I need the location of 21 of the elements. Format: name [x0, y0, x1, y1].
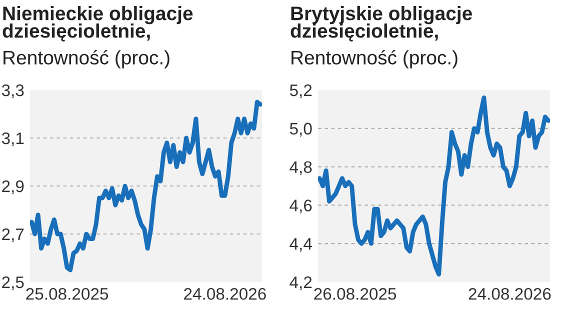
line-series — [30, 100, 262, 272]
x-tick-label: 24.08.2026 — [184, 288, 266, 300]
y-tick-label: 4,2 — [290, 276, 312, 290]
chart-subtitle: Rentowność (proc.) — [292, 50, 458, 68]
y-tick-label: 4,8 — [290, 161, 312, 175]
y-tick-label: 3,3 — [2, 84, 24, 98]
y-tick-label: 2,5 — [2, 276, 24, 290]
y-tick-label: 5,2 — [290, 84, 312, 98]
x-tick-label: 25.08.2025 — [26, 288, 108, 300]
x-tick-label: 26.08.2025 — [314, 288, 396, 300]
y-tick-label: 3,1 — [2, 132, 24, 146]
y-tick-label: 2,7 — [2, 228, 24, 242]
chart-title: Niemieckie obligacje dziesięcioletnie, — [2, 6, 193, 42]
line-series — [318, 95, 550, 277]
y-tick-label: 2,9 — [2, 180, 24, 194]
y-tick-label: 4,4 — [290, 238, 312, 252]
y-tick-label: 4,6 — [290, 200, 312, 214]
chart-title: Brytyjskie obligacje dziesięcioletnie, — [290, 6, 472, 42]
x-tick-label: 24.08.2026 — [468, 288, 551, 300]
y-tick-label: 5,0 — [290, 122, 312, 137]
chart-subtitle: Rentowność (proc.) — [4, 50, 170, 68]
